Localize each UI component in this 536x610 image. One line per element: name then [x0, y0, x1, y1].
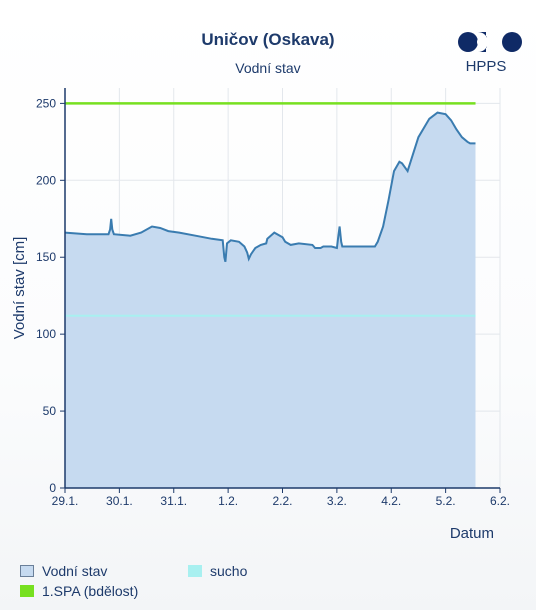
x-tick-label: 1.2.	[218, 494, 238, 508]
y-tick-label: 50	[43, 404, 57, 418]
legend-item-sucho: sucho	[188, 563, 247, 579]
x-tick-label: 31.1.	[160, 494, 187, 508]
y-tick-label: 0	[49, 481, 56, 495]
x-tick-label: 30.1.	[106, 494, 133, 508]
chart-subtitle: Vodní stav	[235, 60, 301, 76]
x-tick-label: 3.2.	[327, 494, 347, 508]
legend-swatch-spa	[20, 585, 34, 597]
water-level-area	[65, 112, 476, 488]
legend-item-spa: 1.SPA (bdělost)	[20, 583, 138, 599]
legend-swatch-area	[20, 565, 34, 577]
y-tick-label: 150	[36, 250, 56, 264]
x-tick-label: 2.2.	[272, 494, 292, 508]
x-tick-label: 6.2.	[490, 494, 510, 508]
hpps-logo-icon	[458, 32, 522, 52]
x-tick-label: 5.2.	[436, 494, 456, 508]
x-tick-label: 4.2.	[381, 494, 401, 508]
hpps-logo: HPPS	[456, 32, 526, 78]
legend-label-spa: 1.SPA (bdělost)	[42, 583, 139, 599]
chart-title: Uničov (Oskava)	[201, 30, 335, 49]
x-tick-labels: 29.1. 30.1. 31.1. 1.2. 2.2. 3.2. 4.2. 5.2. 6.2.	[52, 488, 510, 508]
legend-swatch-sucho	[188, 565, 202, 577]
y-tick-label: 200	[36, 173, 56, 187]
logo-text: HPPS	[465, 58, 507, 75]
chart-svg: 0 50 100 150 200 250 29.1. 30.1. 31.1. 1.2. 2.2. 3…	[11, 88, 510, 542]
x-axis-label: Datum	[450, 525, 494, 542]
y-tick-label: 100	[36, 327, 56, 341]
y-tick-label: 250	[36, 96, 56, 110]
legend-label-vodni-stav: Vodní stav	[42, 563, 108, 579]
water-level-line	[64, 111, 476, 263]
legend-item-vodni-stav: Vodní stav	[20, 563, 107, 579]
y-axis-label: Vodní stav [cm]	[11, 237, 28, 340]
y-tick-labels: 0 50 100 150 200 250	[36, 96, 65, 495]
legend-label-sucho: sucho	[210, 563, 248, 579]
legend: Vodní stav sucho 1.SPA (bdělost)	[20, 563, 520, 603]
x-tick-label: 29.1.	[52, 494, 79, 508]
